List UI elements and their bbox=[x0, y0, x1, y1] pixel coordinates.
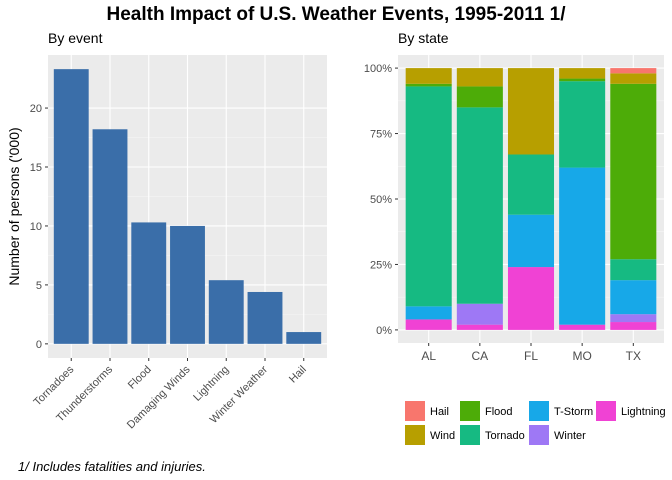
legend-key-tornado bbox=[460, 425, 480, 445]
bar-thunderstorms bbox=[92, 129, 128, 344]
stacked-bar-chart-by-state: 0% 25% 50% 75% 100% AL CA FL MO TX bbox=[364, 55, 664, 363]
legend-key-t-storm bbox=[529, 401, 549, 421]
segment-tx-flood bbox=[610, 83, 657, 260]
legend-key-winter bbox=[529, 425, 549, 445]
segment-al-t-storm bbox=[405, 306, 452, 320]
right-x-tick-label: FL bbox=[524, 349, 538, 363]
segment-al-tornado bbox=[405, 86, 452, 307]
left-y-tick-label: 10 bbox=[30, 221, 42, 233]
segment-ca-flood bbox=[456, 86, 503, 108]
right-y-tick-label: 0% bbox=[376, 325, 392, 337]
segment-al-wind bbox=[405, 68, 452, 84]
right-y-tick-label: 100% bbox=[364, 63, 392, 75]
legend-key-wind bbox=[405, 425, 425, 445]
right-chart-subtitle: By state bbox=[398, 30, 449, 46]
legend-label-t-storm: T-Storm bbox=[554, 406, 593, 418]
legend-label-tornado: Tornado bbox=[485, 430, 525, 442]
bar-flood bbox=[131, 222, 167, 344]
bar-lightning bbox=[208, 280, 244, 344]
bar-hail bbox=[286, 332, 322, 344]
segment-al-lightning bbox=[405, 319, 452, 330]
left-y-tick-label: 15 bbox=[30, 162, 42, 174]
legend: Hail Flood T-Storm Lightning Wind Tornado Wint… bbox=[405, 401, 666, 445]
right-x-tick-label: AL bbox=[421, 349, 436, 363]
footnote: 1/ Includes fatalities and injuries. bbox=[18, 459, 206, 474]
segment-fl-wind bbox=[507, 68, 555, 155]
segment-al-flood bbox=[405, 83, 452, 87]
segment-ca-winter bbox=[456, 303, 503, 325]
left-y-axis-title: Number of persons ('000) bbox=[6, 127, 22, 285]
bar-tornadoes bbox=[53, 69, 89, 344]
right-y-tick-label: 75% bbox=[370, 129, 392, 141]
segment-mo-flood bbox=[559, 78, 606, 82]
segment-mo-tornado bbox=[559, 81, 606, 168]
chart-title: Health Impact of U.S. Weather Events, 19… bbox=[106, 4, 566, 25]
legend-key-hail bbox=[405, 401, 425, 421]
segment-tx-t-storm bbox=[610, 280, 657, 315]
right-y-tick-label: 50% bbox=[370, 194, 392, 206]
left-y-tick-label: 5 bbox=[36, 280, 42, 292]
legend-label-winter: Winter bbox=[554, 430, 586, 442]
segment-tx-hail bbox=[610, 68, 657, 74]
legend-key-flood bbox=[460, 401, 480, 421]
segment-mo-t-storm bbox=[559, 167, 606, 325]
segment-ca-lightning bbox=[456, 324, 503, 330]
legend-label-lightning: Lightning bbox=[621, 406, 666, 418]
segment-tx-tornado bbox=[610, 259, 657, 281]
legend-label-flood: Flood bbox=[485, 406, 513, 418]
segment-tx-lightning bbox=[610, 322, 657, 330]
right-x-tick-label: MO bbox=[572, 349, 591, 363]
right-y-tick-label: 25% bbox=[370, 259, 392, 271]
segment-fl-t-storm bbox=[507, 214, 555, 268]
segment-ca-tornado bbox=[456, 107, 503, 304]
left-x-tick-label: Hail bbox=[287, 364, 309, 386]
bar-winter-weather bbox=[247, 291, 283, 344]
legend-label-hail: Hail bbox=[430, 406, 449, 418]
left-x-tick-label: Flood bbox=[126, 364, 154, 392]
bar-damaging-winds bbox=[170, 225, 205, 344]
segment-tx-winter bbox=[610, 314, 657, 323]
left-x-tick-label: Lightning bbox=[191, 364, 231, 404]
legend-label-wind: Wind bbox=[430, 430, 455, 442]
right-x-tick-label: TX bbox=[626, 349, 641, 363]
right-x-tick-label: CA bbox=[472, 349, 489, 363]
segment-mo-lightning bbox=[559, 324, 606, 330]
left-y-tick-label: 20 bbox=[30, 103, 42, 115]
left-chart-subtitle: By event bbox=[48, 30, 103, 46]
left-y-tick-label: 0 bbox=[36, 339, 42, 351]
legend-key-lightning bbox=[596, 401, 616, 421]
segment-fl-lightning bbox=[507, 267, 555, 330]
segment-fl-tornado bbox=[507, 154, 555, 215]
segment-tx-wind bbox=[610, 73, 657, 84]
segment-mo-wind bbox=[559, 68, 606, 79]
segment-ca-wind bbox=[456, 68, 503, 87]
